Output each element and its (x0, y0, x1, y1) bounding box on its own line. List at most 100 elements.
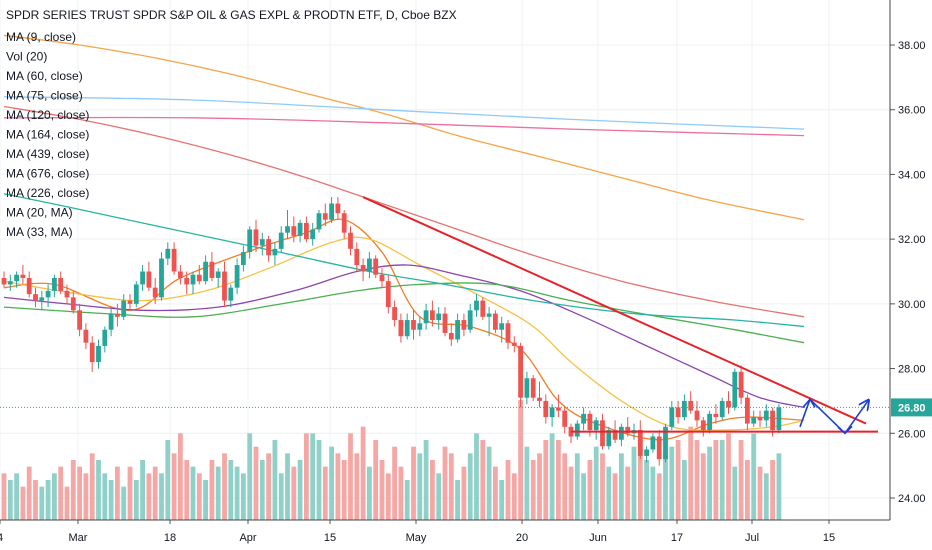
candle-body[interactable] (83, 329, 89, 343)
candle-body[interactable] (373, 258, 379, 275)
candle-body[interactable] (20, 274, 26, 278)
candle-body[interactable] (663, 426, 668, 460)
candle-body[interactable] (266, 239, 271, 256)
candle-body[interactable] (562, 410, 568, 427)
candle-body[interactable] (448, 332, 454, 340)
candle-body[interactable] (543, 400, 549, 418)
candle-body[interactable] (493, 313, 498, 330)
candle-body[interactable] (215, 271, 221, 278)
candle-body[interactable] (745, 397, 750, 424)
candle-body[interactable] (241, 252, 246, 266)
candle-body[interactable] (656, 436, 662, 460)
candle-body[interactable] (222, 271, 227, 301)
candle-body[interactable] (713, 413, 719, 418)
candle-body[interactable] (190, 274, 196, 285)
candle-body[interactable] (537, 397, 542, 401)
candle-body[interactable] (650, 436, 656, 450)
candle-body[interactable] (719, 400, 725, 418)
candle-body[interactable] (581, 413, 586, 424)
candle-body[interactable] (121, 300, 127, 317)
candlesticks[interactable] (1, 197, 782, 466)
candle-body[interactable] (726, 400, 731, 408)
trend-annotations[interactable] (0, 196, 890, 435)
candle-body[interactable] (209, 261, 215, 278)
candle-body[interactable] (247, 229, 253, 253)
candle-body[interactable] (133, 284, 139, 304)
candle-body[interactable] (341, 213, 347, 233)
candle-body[interactable] (423, 310, 429, 324)
candle-body[interactable] (108, 313, 114, 330)
candle-body[interactable] (367, 258, 372, 272)
candle-body[interactable] (89, 342, 95, 363)
candle-body[interactable] (556, 407, 561, 411)
candle-body[interactable] (505, 323, 511, 343)
candle-body[interactable] (524, 378, 530, 398)
descending-trendline[interactable] (362, 196, 867, 425)
candle-body[interactable] (669, 407, 675, 427)
candle-body[interactable] (455, 320, 460, 340)
candle-body[interactable] (732, 371, 738, 408)
candle-body[interactable] (171, 248, 177, 272)
candle-body[interactable] (39, 297, 45, 301)
candle-body[interactable] (45, 290, 51, 298)
candle-body[interactable] (26, 277, 32, 295)
candle-body[interactable] (234, 265, 240, 288)
candle-body[interactable] (115, 313, 120, 317)
candle-body[interactable] (518, 345, 523, 398)
candle-body[interactable] (253, 229, 259, 246)
candle-body[interactable] (272, 248, 278, 256)
candle-body[interactable] (700, 420, 706, 431)
candle-body[interactable] (184, 277, 190, 285)
candle-body[interactable] (77, 310, 82, 330)
candle-body[interactable] (335, 203, 341, 214)
candle-body[interactable] (694, 410, 700, 421)
candle-body[interactable] (738, 371, 744, 398)
candle-body[interactable] (430, 310, 435, 321)
candle-body[interactable] (285, 226, 290, 233)
candle-body[interactable] (707, 413, 712, 431)
candle-body[interactable] (329, 203, 334, 220)
candle-body[interactable] (165, 248, 171, 259)
candle-body[interactable] (474, 300, 479, 311)
candle-body[interactable] (316, 213, 322, 230)
candle-body[interactable] (392, 307, 397, 321)
candle-body[interactable] (1, 277, 7, 285)
candle-body[interactable] (297, 222, 303, 236)
candle-body[interactable] (278, 232, 284, 249)
candle-body[interactable] (52, 277, 57, 291)
candle-body[interactable] (499, 323, 505, 330)
candle-body[interactable] (644, 449, 649, 456)
candle-body[interactable] (360, 265, 366, 272)
candle-body[interactable] (404, 320, 410, 337)
candle-body[interactable] (763, 410, 769, 421)
candle-body[interactable] (146, 271, 152, 288)
candle-body[interactable] (304, 222, 309, 240)
candle-body[interactable] (625, 426, 631, 434)
candle-body[interactable] (600, 420, 605, 447)
candle-body[interactable] (102, 329, 108, 346)
candle-body[interactable] (152, 287, 158, 298)
candle-body[interactable] (682, 400, 687, 418)
candle-body[interactable] (467, 310, 473, 330)
candle-body[interactable] (322, 213, 328, 220)
candle-body[interactable] (675, 407, 681, 418)
candle-body[interactable] (159, 258, 164, 298)
candle-body[interactable] (64, 290, 70, 298)
candle-body[interactable] (33, 294, 38, 301)
candle-body[interactable] (593, 420, 599, 431)
candle-body[interactable] (7, 281, 13, 285)
candle-body[interactable] (776, 407, 782, 431)
candle-body[interactable] (480, 300, 486, 317)
candle-body[interactable] (587, 413, 593, 431)
candle-body[interactable] (354, 248, 360, 266)
candle-body[interactable] (14, 274, 19, 282)
candle-body[interactable] (417, 323, 423, 330)
candle-body[interactable] (348, 232, 353, 249)
candle-body[interactable] (385, 281, 391, 308)
candle-body[interactable] (486, 313, 492, 317)
candle-body[interactable] (549, 407, 555, 418)
candle-body[interactable] (196, 274, 202, 282)
candle-body[interactable] (379, 274, 385, 282)
candle-body[interactable] (461, 320, 467, 330)
